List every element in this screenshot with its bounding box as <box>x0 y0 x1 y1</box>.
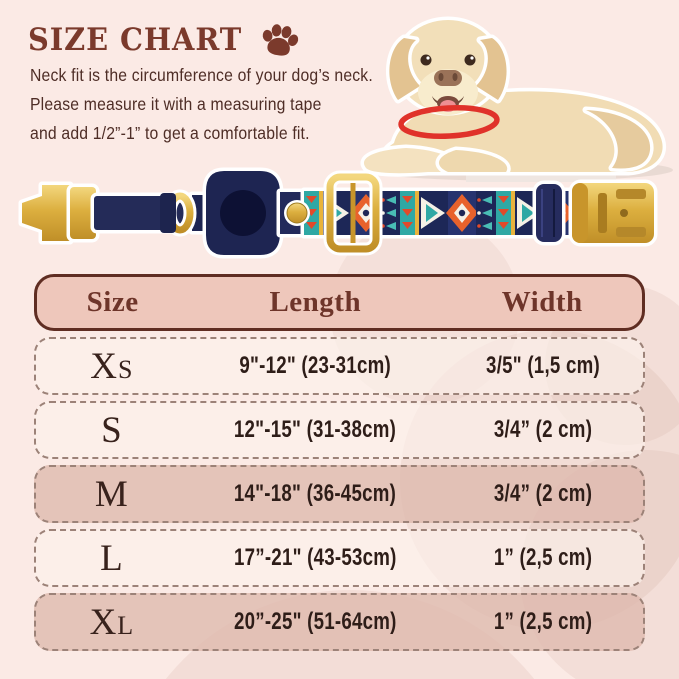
intro-line-2: Please measure it with a measuring tape <box>30 94 322 114</box>
table-row-xs: XS 9"-12" (23-31cm) 3/5" (1,5 cm) <box>34 337 645 395</box>
column-header-length: Length <box>269 286 362 318</box>
table-row-l: L 17”-21" (43-53cm) 1” (2,5 cm) <box>34 529 645 587</box>
length-cell: 20”-25" (51-64cm) <box>233 608 397 635</box>
collar-illustration <box>18 167 658 259</box>
side-release-buckle-left <box>18 181 100 245</box>
table-row-xl: XL 20”-25" (51-64cm) 1” (2,5 cm) <box>34 593 645 651</box>
paw-icon <box>262 24 299 56</box>
length-cell: 12"-15" (31-38cm) <box>234 416 397 443</box>
size-cell: S <box>101 409 123 451</box>
width-cell: 3/4” (2 cm) <box>493 480 592 507</box>
header: SIZE CHART <box>28 22 299 58</box>
table-header-row: Size Length Width <box>34 274 645 331</box>
width-cell: 1” (2,5 cm) <box>493 544 592 571</box>
width-cell: 1” (2,5 cm) <box>493 608 592 635</box>
width-cell: 3/4” (2 cm) <box>493 416 592 443</box>
dog-illustration <box>360 16 673 182</box>
column-header-width: Width <box>501 286 583 318</box>
size-cell: XS <box>90 345 134 387</box>
length-cell: 9"-12" (23-31cm) <box>239 352 391 379</box>
length-cell: 17”-21" (43-53cm) <box>233 544 397 571</box>
keeper-loop <box>532 180 566 246</box>
length-cell: 14"-18" (36-45cm) <box>234 480 397 507</box>
size-cell: M <box>94 473 129 515</box>
size-cell: L <box>100 537 124 579</box>
intro-line-1: Neck fit is the circumference of your do… <box>30 65 373 85</box>
size-chart-table: Size Length Width XS 9"-12" (23-31cm) 3/… <box>34 274 645 651</box>
tri-glide-slider <box>326 173 380 253</box>
column-header-size: Size <box>86 286 139 318</box>
page-title: SIZE CHART <box>28 22 243 58</box>
intro-text: Neck fit is the circumference of your do… <box>30 66 411 153</box>
table-row-m: M 14"-18" (36-45cm) 3/4” (2 cm) <box>34 465 645 523</box>
width-cell: 3/5" (1,5 cm) <box>485 352 600 379</box>
intro-line-3: and add 1/2”-1” to get a comfortable fit… <box>30 123 310 143</box>
table-row-s: S 12"-15" (31-38cm) 3/4” (2 cm) <box>34 401 645 459</box>
neck-measure-ring <box>398 105 500 139</box>
rivet <box>286 202 308 224</box>
size-cell: XL <box>89 601 135 643</box>
